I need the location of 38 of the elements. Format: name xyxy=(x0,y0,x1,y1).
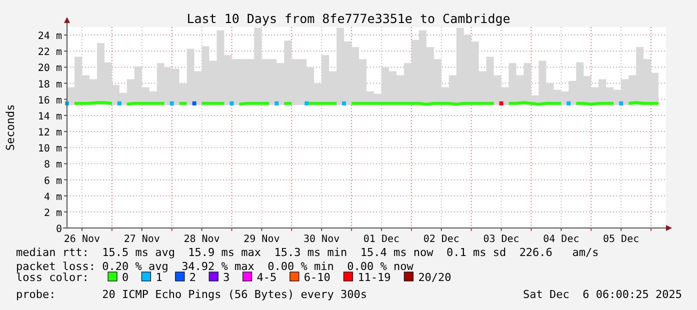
x-tick-label: 30 Nov xyxy=(304,234,340,245)
x-tick-label: 03 Dec xyxy=(483,234,520,245)
legend-label: 6-10 xyxy=(304,271,330,284)
legend-label: 4-5 xyxy=(256,271,277,284)
x-tick-label: 01 Dec xyxy=(363,234,400,245)
y-tick-label: 24 m xyxy=(38,31,62,42)
text: packet loss: 0.20 % avg 34.92 % max 0.00 % min 0.00 % now xyxy=(16,260,414,273)
x-tick-label: 26 Nov xyxy=(64,234,100,245)
chart-title: Last 10 Days from 8fe777e3351e to Cambridge xyxy=(186,11,510,26)
y-tick-label: 0 xyxy=(56,224,62,235)
y-tick-label: 6 m xyxy=(44,176,62,187)
text: probe: 20 ICMP Echo Pings (56 Bytes) every 300s xyxy=(16,288,367,301)
text: median rtt: 15.5 ms avg 15.9 ms max 15.3 ms min 15.4 ms now 0.1 ms sd 226.6 am/s xyxy=(16,246,599,259)
legend-label: 0 xyxy=(122,271,129,284)
y-tick-label: 22 m xyxy=(38,47,62,58)
y-tick-label: 16 m xyxy=(38,95,62,106)
y-tick-label: 8 m xyxy=(44,160,62,171)
legend-title: loss color: xyxy=(16,271,89,284)
legend-label: 3 xyxy=(223,271,230,284)
y-tick-label: 14 m xyxy=(38,111,62,122)
legend-label: 1 xyxy=(156,271,162,284)
legend-label: 2 xyxy=(189,271,196,284)
y-tick-label: 12 m xyxy=(38,128,62,139)
y-axis-title: Seconds xyxy=(4,104,17,151)
x-tick-label: 27 Nov xyxy=(124,234,160,245)
x-tick-label: 29 Nov xyxy=(244,234,280,245)
y-tick-label: 10 m xyxy=(38,144,62,155)
x-tick-label: 02 Dec xyxy=(423,234,460,245)
y-tick-label: 2 m xyxy=(44,208,62,219)
legend-label: 20/20 xyxy=(418,271,452,284)
text: Sat Dec 6 06:00:25 2025 xyxy=(523,288,682,301)
x-tick-label: 04 Dec xyxy=(543,234,580,245)
y-tick-label: 18 m xyxy=(38,79,62,90)
y-tick-label: 4 m xyxy=(44,192,62,203)
x-tick-label: 05 Dec xyxy=(603,234,640,245)
x-tick-label: 28 Nov xyxy=(184,234,220,245)
legend-label: 11-19 xyxy=(358,271,391,284)
y-tick-label: 20 m xyxy=(38,63,62,74)
